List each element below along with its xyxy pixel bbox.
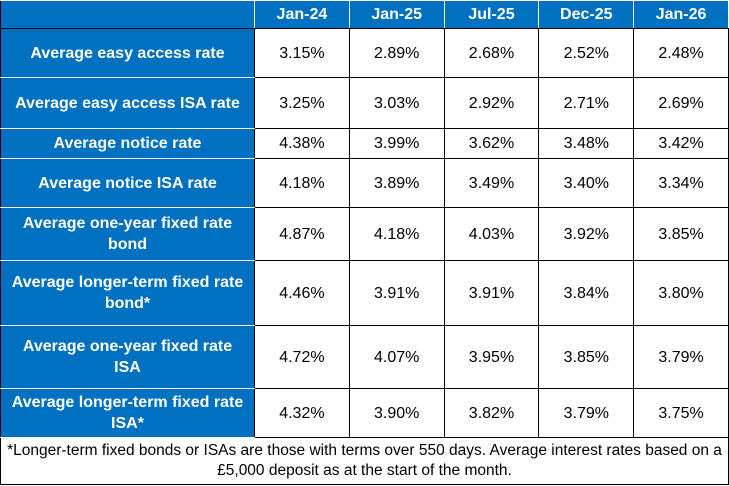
rate-cell: 2.69% bbox=[633, 77, 729, 129]
row-label: Average notice ISA rate bbox=[0, 158, 255, 208]
rate-cell: 3.85% bbox=[633, 207, 729, 261]
rate-cell: 4.07% bbox=[348, 325, 445, 389]
rate-cell: 4.03% bbox=[443, 207, 540, 261]
rate-cell: 3.62% bbox=[443, 128, 540, 159]
row-label: Average one-year fixed rate bond bbox=[0, 207, 255, 261]
header-row: Jan-24 Jan-25 Jul-25 Dec-25 Jan-26 bbox=[0, 0, 729, 29]
column-header: Dec-25 bbox=[538, 0, 635, 29]
rate-cell: 3.03% bbox=[348, 77, 445, 129]
row-label: Average easy access rate bbox=[0, 28, 255, 78]
rate-cell: 2.52% bbox=[538, 28, 635, 78]
rate-cell: 3.85% bbox=[538, 325, 635, 389]
rate-cell: 3.82% bbox=[443, 388, 540, 438]
row-label: Average notice rate bbox=[0, 128, 255, 159]
rate-cell: 2.92% bbox=[443, 77, 540, 129]
rate-cell: 4.18% bbox=[254, 158, 350, 208]
rate-cell: 3.89% bbox=[348, 158, 445, 208]
rate-cell: 4.46% bbox=[254, 260, 350, 326]
row-label: Average one-year fixed rate ISA bbox=[0, 325, 255, 389]
rate-cell: 4.32% bbox=[254, 388, 350, 438]
data-row: Average notice rate 4.38% 3.99% 3.62% 3.48% 3… bbox=[0, 128, 729, 159]
rate-cell: 4.87% bbox=[254, 207, 350, 261]
rate-cell: 3.15% bbox=[254, 28, 350, 78]
rate-cell: 3.95% bbox=[443, 325, 540, 389]
rate-cell: 3.90% bbox=[348, 388, 445, 438]
footnote-row: *Longer-term fixed bonds or ISAs are tho… bbox=[0, 437, 729, 485]
corner-cell bbox=[0, 0, 255, 29]
data-row: Average easy access rate 3.15% 2.89% 2.68% 2… bbox=[0, 28, 729, 78]
rate-cell: 3.80% bbox=[633, 260, 729, 326]
rate-cell: 3.92% bbox=[538, 207, 635, 261]
row-label: Average longer-term fixed rate ISA* bbox=[0, 388, 255, 438]
rate-cell: 3.84% bbox=[538, 260, 635, 326]
column-header: Jan-26 bbox=[633, 0, 729, 29]
rate-cell: 3.91% bbox=[348, 260, 445, 326]
rate-cell: 3.79% bbox=[633, 325, 729, 389]
row-label: Average easy access ISA rate bbox=[0, 77, 255, 129]
rate-cell: 3.99% bbox=[348, 128, 445, 159]
rate-cell: 4.38% bbox=[254, 128, 350, 159]
column-header: Jan-24 bbox=[254, 0, 350, 29]
footnote: *Longer-term fixed bonds or ISAs are tho… bbox=[0, 437, 729, 485]
rate-cell: 2.48% bbox=[633, 28, 729, 78]
rate-cell: 3.91% bbox=[443, 260, 540, 326]
rate-cell: 3.75% bbox=[633, 388, 729, 438]
column-header: Jan-25 bbox=[348, 0, 445, 29]
rate-cell: 3.79% bbox=[538, 388, 635, 438]
rate-cell: 2.68% bbox=[443, 28, 540, 78]
rate-cell: 3.25% bbox=[254, 77, 350, 129]
rate-cell: 3.48% bbox=[538, 128, 635, 159]
rate-cell: 2.89% bbox=[348, 28, 445, 78]
rate-cell: 2.71% bbox=[538, 77, 635, 129]
data-row: Average longer-term fixed rate ISA* 4.32%… bbox=[0, 388, 729, 438]
rate-cell: 3.42% bbox=[633, 128, 729, 159]
rate-cell: 4.18% bbox=[348, 207, 445, 261]
data-row: Average notice ISA rate 4.18% 3.89% 3.49% 3.… bbox=[0, 158, 729, 208]
rate-cell: 4.72% bbox=[254, 325, 350, 389]
data-row: Average longer-term fixed rate bond* 4.46… bbox=[0, 260, 729, 326]
data-row: Average one-year fixed rate ISA 4.72% 4.07… bbox=[0, 325, 729, 389]
rate-cell: 3.40% bbox=[538, 158, 635, 208]
data-row: Average easy access ISA rate 3.25% 3.03% 2.… bbox=[0, 77, 729, 129]
column-header: Jul-25 bbox=[443, 0, 540, 29]
row-label: Average longer-term fixed rate bond* bbox=[0, 260, 255, 326]
rate-cell: 3.49% bbox=[443, 158, 540, 208]
rate-cell: 3.34% bbox=[633, 158, 729, 208]
data-row: Average one-year fixed rate bond 4.87% 4.1… bbox=[0, 207, 729, 261]
